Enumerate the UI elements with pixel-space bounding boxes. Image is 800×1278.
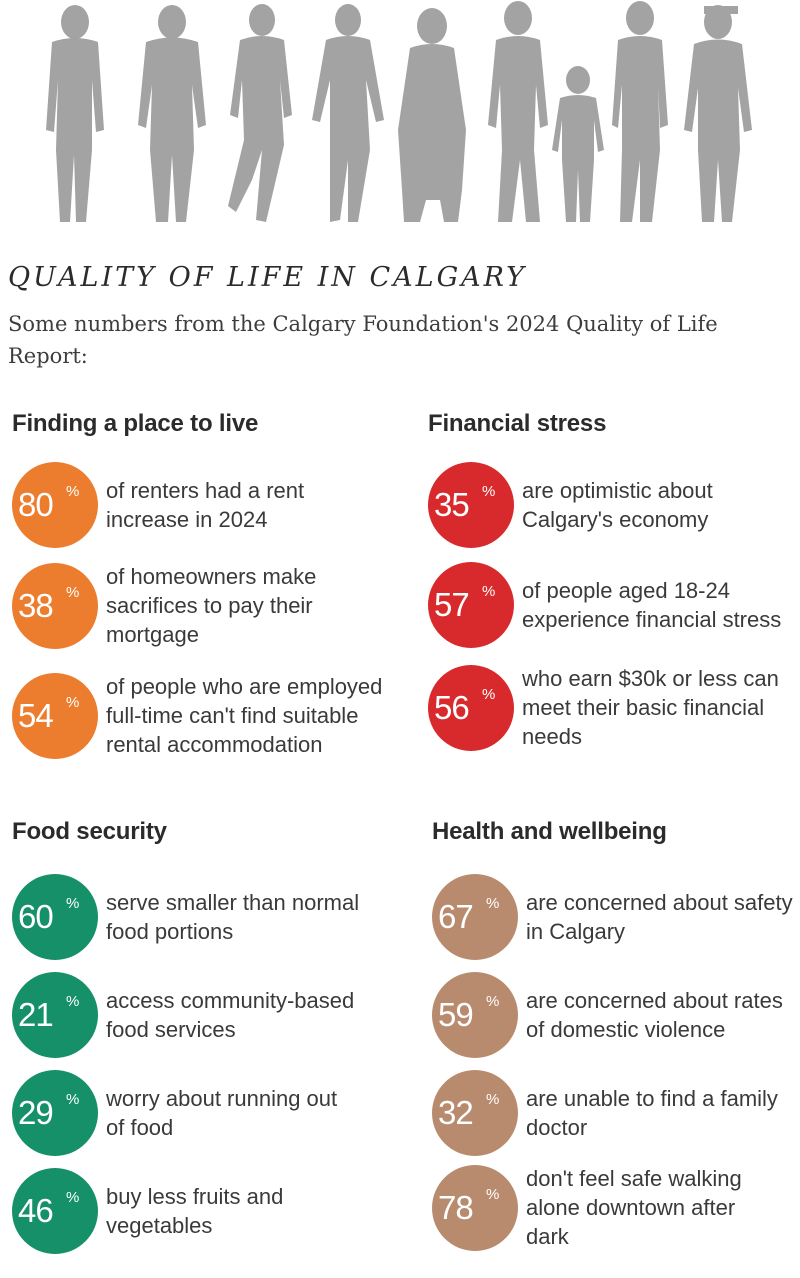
percent-sign: % [486, 993, 500, 1010]
stat-item: 54 % of people who are employed full-tim… [12, 672, 382, 759]
percent-sign: % [482, 583, 496, 600]
section-title: Financial stress [428, 410, 607, 437]
stat-value: 21 [18, 996, 54, 1033]
percent-sign: % [66, 483, 80, 500]
percent-sign: % [482, 483, 496, 500]
stat-circle: 21 % [12, 972, 98, 1058]
percent-sign: % [66, 1091, 80, 1108]
percent-sign: % [66, 993, 80, 1010]
stat-description: are unable to find a family doctor [526, 1086, 778, 1140]
stat-value: 56 [434, 688, 470, 726]
stat-circle: 57 % [428, 562, 514, 648]
person-silhouette-icon [228, 4, 292, 222]
stat-item: 56 % who earn $30k or less can meet thei… [428, 664, 779, 751]
stat-item: 38 % of homeowners make sacrifices to pa… [12, 562, 316, 649]
person-silhouette-icon [138, 5, 206, 222]
stat-description: worry about running out of food [106, 1086, 338, 1140]
stat-circle: 29 % [12, 1070, 98, 1156]
percent-sign: % [486, 895, 500, 912]
stat-item: 67 % are concerned about safety in Calga… [432, 874, 793, 960]
stat-circle: 35 % [428, 462, 514, 548]
stat-description: access community-based food services [106, 988, 355, 1042]
stat-value: 54 [18, 696, 54, 734]
stat-item: 46 % buy less fruits and vegetables [12, 1168, 283, 1254]
stat-value: 67 [438, 898, 474, 935]
stat-circle: 80 % [12, 462, 98, 548]
stat-value: 59 [438, 996, 474, 1033]
stat-description: are concerned about safety in Calgary [526, 890, 793, 944]
stat-circle: 67 % [432, 874, 518, 960]
stat-circle: 59 % [432, 972, 518, 1058]
stat-description: buy less fruits and vegetables [106, 1184, 284, 1238]
stat-item: 32 % are unable to find a family doctor [432, 1070, 778, 1156]
stat-item: 57 % of people aged 18-24 experience fin… [428, 562, 781, 648]
section-title: Finding a place to live [12, 410, 259, 437]
stat-item: 35 % are optimistic about Calgary's econ… [428, 462, 713, 548]
stat-description: of people aged 18-24 experience financia… [522, 578, 782, 632]
percent-sign: % [486, 1185, 500, 1203]
person-silhouette-icon [46, 5, 104, 222]
person-silhouette-icon [488, 1, 548, 222]
stat-value: 29 [18, 1094, 54, 1131]
stat-value: 35 [434, 486, 470, 523]
stat-value: 80 [18, 486, 54, 523]
percent-sign: % [486, 1091, 500, 1108]
stat-item: 80 % of renters had a rent increase in 2… [12, 462, 304, 548]
stat-circle: 60 % [12, 874, 98, 960]
stat-value: 78 [438, 1188, 474, 1226]
stat-value: 60 [18, 898, 54, 935]
stat-description: serve smaller than normal food portions [106, 890, 360, 944]
page-subtitle: Some numbers from the Calgary Foundation… [8, 312, 718, 368]
stat-item: 78 % don't feel safe walking alone downt… [432, 1164, 742, 1251]
section-title: Food security [12, 818, 167, 845]
stat-description: don't feel safe walking alone downtown a… [526, 1166, 742, 1249]
stat-description: of people who are employed full-time can… [106, 674, 383, 757]
percent-sign: % [66, 1189, 80, 1206]
stat-circle: 38 % [12, 562, 98, 649]
section-food-security: Food security 60 % serve smaller than no… [12, 818, 412, 1278]
stat-circle: 78 % [432, 1164, 518, 1251]
section-health-and-wellbeing: Health and wellbeing 67 % are concerned … [432, 818, 800, 1278]
people-silhouettes-illustration [0, 0, 800, 240]
person-silhouette-icon [684, 5, 752, 222]
percent-sign: % [66, 583, 80, 601]
percent-sign: % [66, 693, 80, 711]
stat-description: are optimistic about Calgary's economy [522, 478, 713, 532]
person-silhouette-icon [552, 66, 604, 222]
stat-item: 60 % serve smaller than normal food port… [12, 874, 359, 960]
person-silhouette-icon [312, 4, 384, 222]
section-financial-stress: Financial stress 35 % are optimistic abo… [428, 410, 800, 770]
percent-sign: % [66, 895, 80, 912]
stat-circle: 46 % [12, 1168, 98, 1254]
stat-value: 46 [18, 1192, 54, 1229]
page-title: QUALITY OF LIFE IN CALGARY [8, 262, 527, 293]
stat-item: 21 % access community-based food service… [12, 972, 354, 1058]
stat-description: of renters had a rent increase in 2024 [106, 478, 305, 532]
stat-description: are concerned about rates of domestic vi… [526, 988, 783, 1042]
stat-circle: 56 % [428, 664, 514, 751]
stat-item: 29 % worry about running out of food [12, 1070, 337, 1156]
person-silhouette-icon [398, 8, 466, 222]
stat-description: of homeowners make sacrifices to pay the… [106, 564, 317, 647]
stat-value: 57 [434, 586, 470, 623]
stat-value: 32 [438, 1094, 474, 1131]
section-finding-a-place-to-live: Finding a place to live 80 % of renters … [12, 410, 412, 770]
stat-item: 59 % are concerned about rates of domest… [432, 972, 783, 1058]
person-silhouette-icon [612, 1, 668, 222]
percent-sign: % [482, 685, 496, 703]
stat-circle: 32 % [432, 1070, 518, 1156]
stat-value: 38 [18, 586, 54, 624]
section-title: Health and wellbeing [432, 818, 667, 845]
stat-circle: 54 % [12, 672, 98, 759]
stat-description: who earn $30k or less can meet their bas… [522, 666, 779, 749]
